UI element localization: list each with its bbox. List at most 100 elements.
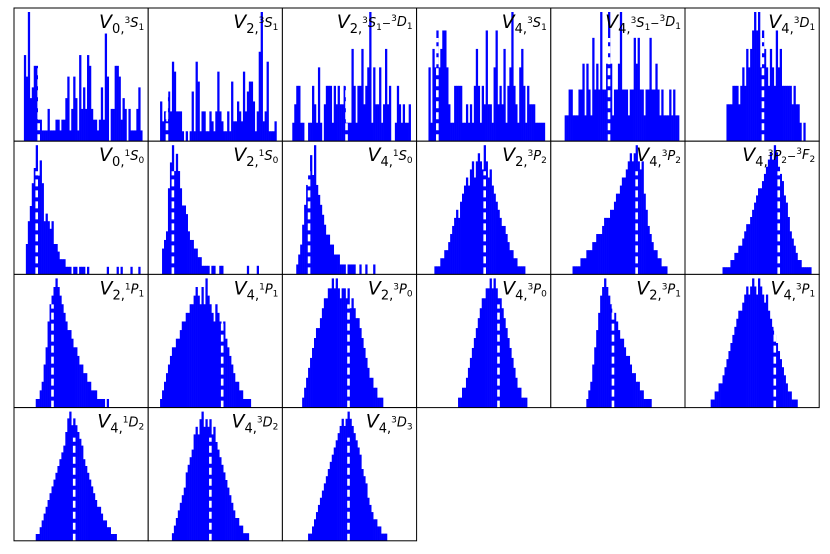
histogram-bar: [63, 312, 66, 408]
histogram-bar: [238, 390, 242, 408]
histogram-bar: [193, 248, 196, 275]
histogram-bar: [238, 111, 242, 142]
histogram-bar: [584, 258, 587, 275]
histogram-bar: [310, 533, 313, 541]
histogram-bar: [341, 418, 344, 541]
histogram-bar: [33, 168, 37, 275]
histogram-bar: [471, 122, 475, 142]
histogram-bar: [584, 115, 587, 142]
title-order-index: 4,: [783, 288, 795, 303]
histogram-bar: [102, 520, 106, 541]
histogram-bar: [75, 347, 78, 408]
histogram-bar: [756, 30, 759, 142]
histogram-bar: [365, 264, 368, 275]
histogram-bar: [347, 411, 350, 541]
histogram-bar: [195, 248, 198, 275]
histogram-bar: [213, 265, 216, 275]
title-spin-multiplicity: 3: [768, 149, 774, 159]
histogram-bar: [592, 242, 595, 275]
histogram-bar: [767, 159, 771, 275]
histogram-bar: [369, 504, 372, 541]
histogram-bar: [83, 266, 86, 275]
title-order-index: 4,: [781, 22, 793, 37]
title-spin-multiplicity: 3: [527, 149, 533, 159]
histogram-bar: [209, 304, 212, 408]
histogram-bar: [173, 171, 177, 275]
histogram-bar: [483, 298, 486, 408]
histogram-bar: [608, 12, 611, 142]
title-order-index: 4,: [515, 288, 527, 303]
histogram-bar: [781, 181, 784, 275]
histogram-bar: [110, 108, 113, 142]
title-potential-symbol: V: [99, 11, 114, 33]
histogram-bar: [606, 63, 609, 142]
histogram-bar: [98, 398, 102, 408]
histogram-bar: [501, 225, 504, 275]
histogram-bar: [801, 267, 804, 275]
histogram-bar: [787, 391, 790, 408]
histogram-bar: [645, 398, 648, 408]
histogram-bar: [43, 364, 46, 408]
histogram-bar: [79, 364, 82, 408]
histogram-bar: [371, 377, 374, 408]
histogram-bar: [61, 452, 64, 541]
histogram-bar: [499, 85, 502, 142]
histogram-bar: [67, 330, 70, 408]
histogram-bar: [85, 466, 88, 541]
histogram-bar: [596, 330, 599, 408]
histogram-bar: [791, 238, 794, 275]
histogram-bar: [292, 122, 295, 142]
histogram-bar: [710, 399, 713, 408]
histogram-bar: [120, 119, 123, 142]
histogram-bar: [327, 469, 331, 541]
title-mixing-sign: −: [382, 17, 391, 30]
title-order-index: 4,: [247, 288, 259, 303]
histogram-bar: [79, 55, 82, 142]
histogram-bar: [661, 266, 664, 275]
histogram-bar: [604, 278, 607, 408]
title-potential-symbol: V: [368, 277, 383, 299]
histogram-panel: V4,3S1: [416, 7, 552, 142]
histogram-bar: [641, 390, 644, 408]
histogram-bar: [586, 63, 589, 142]
histogram-bar: [43, 221, 46, 275]
histogram-bar: [617, 63, 621, 142]
histogram-bar: [675, 115, 678, 142]
histogram-bar: [513, 367, 516, 408]
title-wave-letter: P: [802, 282, 810, 297]
histogram-bar: [758, 188, 761, 275]
histogram-bar: [716, 391, 719, 408]
histogram-bar: [335, 104, 338, 142]
histogram-panel: V4,3P2: [550, 140, 686, 275]
title-wave-j: 2: [273, 423, 279, 433]
panel-title: V4,3P0: [502, 277, 547, 303]
histogram-bar: [787, 85, 790, 142]
histogram-bar: [379, 397, 382, 408]
histogram-bar: [665, 115, 668, 142]
histogram-bar: [775, 30, 779, 142]
histogram-bar: [177, 338, 181, 408]
histogram-bar: [317, 67, 321, 142]
title-order-index: 4,: [755, 155, 767, 170]
histogram-bar: [394, 122, 398, 142]
title-potential-symbol: V: [502, 144, 517, 166]
histogram-bar: [272, 131, 275, 142]
histogram-bar: [756, 195, 759, 275]
histogram-bar: [499, 217, 502, 275]
title-spin-multiplicity-2: 3: [660, 14, 666, 24]
histogram-bar: [225, 338, 228, 408]
histogram-bar: [106, 527, 110, 541]
histogram-bar: [730, 104, 733, 142]
histogram-bar: [460, 85, 463, 142]
histogram-bar: [754, 202, 757, 275]
histogram-bar: [621, 177, 625, 275]
histogram-bar: [365, 357, 368, 408]
histogram-bar: [590, 381, 593, 408]
histogram-bar: [195, 61, 198, 142]
histogram-bar: [116, 65, 119, 142]
histogram-bar: [304, 387, 307, 408]
histogram-bar: [659, 258, 662, 275]
histogram-panel: V2,3S1: [147, 7, 283, 142]
histogram-bar: [323, 104, 327, 142]
histogram-bar: [509, 67, 512, 142]
